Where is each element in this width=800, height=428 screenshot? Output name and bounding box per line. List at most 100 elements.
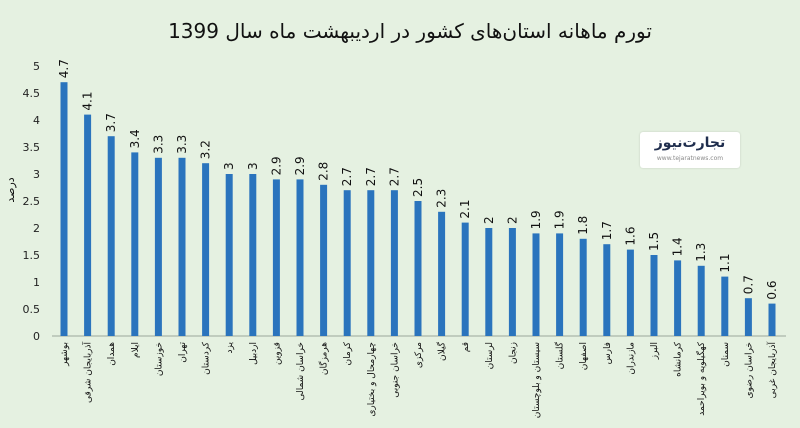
bar [721, 276, 729, 336]
category-label: کرمان [343, 341, 353, 365]
value-label: 1.5 [647, 232, 661, 251]
logo-url: www.tejaratnews.com [656, 155, 724, 162]
y-tick-label: 0 [33, 330, 40, 343]
category-label: مرکزی [414, 342, 424, 368]
bar [768, 303, 776, 336]
bar [131, 152, 139, 336]
value-label: 1.4 [671, 237, 685, 256]
category-label: بوشهر [60, 342, 70, 367]
category-label: قم [461, 342, 471, 352]
value-label: 3.3 [175, 135, 189, 154]
category-label: خراسان جنوبی [390, 342, 400, 398]
category-label: گلستان [554, 341, 566, 369]
bar [272, 179, 280, 336]
category-label: آذربایجان غربی [766, 342, 778, 399]
tejaratnews-logo: تجارت‌نیوز www.tejaratnews.com [640, 132, 740, 168]
category-label: تهران [178, 342, 188, 363]
category-label: گیلان [436, 341, 448, 361]
value-label: 4.7 [57, 59, 71, 78]
bar [390, 190, 398, 336]
category-label: خوزستان [154, 342, 164, 376]
value-label: 2 [505, 216, 519, 224]
category-label: لرستان [485, 342, 495, 369]
category-label: اصفهان [579, 342, 589, 370]
bar [485, 228, 493, 336]
bar [438, 211, 446, 336]
category-label: کرمانشاه [674, 341, 684, 377]
value-label: 2.9 [269, 156, 283, 175]
y-tick-label: 4.5 [23, 87, 41, 100]
y-tick-label: 5 [33, 60, 40, 73]
category-label: البرز [650, 342, 660, 360]
value-label: 2.8 [317, 162, 331, 181]
chart-title: تورم ماهانه استان‌های کشور در اردیبهشت م… [168, 19, 652, 43]
value-label: 2.1 [458, 200, 472, 219]
y-tick-label: 3.5 [23, 141, 41, 154]
y-tick-label: 4 [33, 114, 40, 127]
value-label: 1.7 [600, 221, 614, 240]
bar [532, 233, 540, 336]
value-label: 2.7 [340, 167, 354, 186]
y-tick-label: 2.5 [23, 195, 41, 208]
category-label: کهگیلویه و بویراحمد [695, 341, 707, 415]
bar [697, 265, 705, 336]
bar [461, 222, 469, 336]
value-label: 3 [246, 162, 260, 170]
category-label: اردبیل [249, 342, 259, 365]
value-label: 3.7 [104, 113, 118, 132]
value-label: 2.7 [364, 167, 378, 186]
value-label: 0.7 [741, 275, 755, 294]
bar [154, 157, 162, 336]
value-labels: 4.7 4.1 3.7 3.4 3.3 3.3 3.2 3 3 2.9 2.9 2.8 2.7 2.7 2.… [57, 59, 779, 299]
bar [579, 238, 587, 336]
bar [414, 201, 422, 336]
bar [508, 228, 516, 336]
category-label: مازندران [626, 342, 636, 375]
value-label: 3.4 [128, 129, 142, 148]
category-label: آذربایجان شرقی [82, 342, 94, 403]
value-label: 1.8 [576, 216, 590, 235]
value-label: 2.9 [293, 156, 307, 175]
value-label: 2 [482, 216, 496, 224]
bar [650, 255, 658, 336]
category-label: سمنان [721, 342, 731, 367]
bar [178, 157, 186, 336]
bar [556, 233, 564, 336]
bar [296, 179, 304, 336]
bar [343, 190, 351, 336]
y-tick-label: 1 [33, 276, 40, 289]
value-label: 2.7 [387, 167, 401, 186]
y-tick-label: 3 [33, 168, 40, 181]
value-label: 3.2 [199, 140, 213, 159]
value-label: 1.9 [529, 210, 543, 229]
bar [60, 82, 68, 336]
bar [603, 244, 611, 336]
category-label: فارس [603, 342, 613, 364]
y-tick-label: 2 [33, 222, 40, 235]
bar [744, 298, 752, 336]
value-label: 1.3 [694, 243, 708, 262]
y-tick-label: 0.5 [23, 303, 41, 316]
bars [60, 82, 776, 336]
value-label: 4.1 [81, 92, 95, 111]
value-label: 1.1 [718, 254, 732, 273]
category-label: هرمزگان [318, 342, 330, 375]
y-tick-labels: 0 0.5 1 1.5 2 2.5 3 3.5 4 4.5 5 [23, 60, 41, 343]
bar [84, 114, 92, 336]
value-label: 0.6 [765, 281, 779, 300]
category-label: کردستان [202, 341, 212, 375]
y-tick-label: 1.5 [23, 249, 41, 262]
bar [626, 249, 634, 336]
category-labels: بوشهر آذربایجان شرقی همدان ایلام خوزستان تهرا… [60, 341, 778, 418]
category-label: چهارمحال و بختیاری [367, 342, 377, 417]
value-label: 3.3 [151, 135, 165, 154]
bar [225, 174, 233, 336]
category-label: خراسان رضوی [744, 342, 754, 398]
category-label: زنجان [508, 342, 518, 364]
value-label: 3 [222, 162, 236, 170]
category-label: خراسان شمالی [296, 342, 306, 401]
category-label: همدان [107, 342, 117, 366]
bar [249, 174, 257, 336]
value-label: 2.5 [411, 178, 425, 197]
bar [367, 190, 375, 336]
